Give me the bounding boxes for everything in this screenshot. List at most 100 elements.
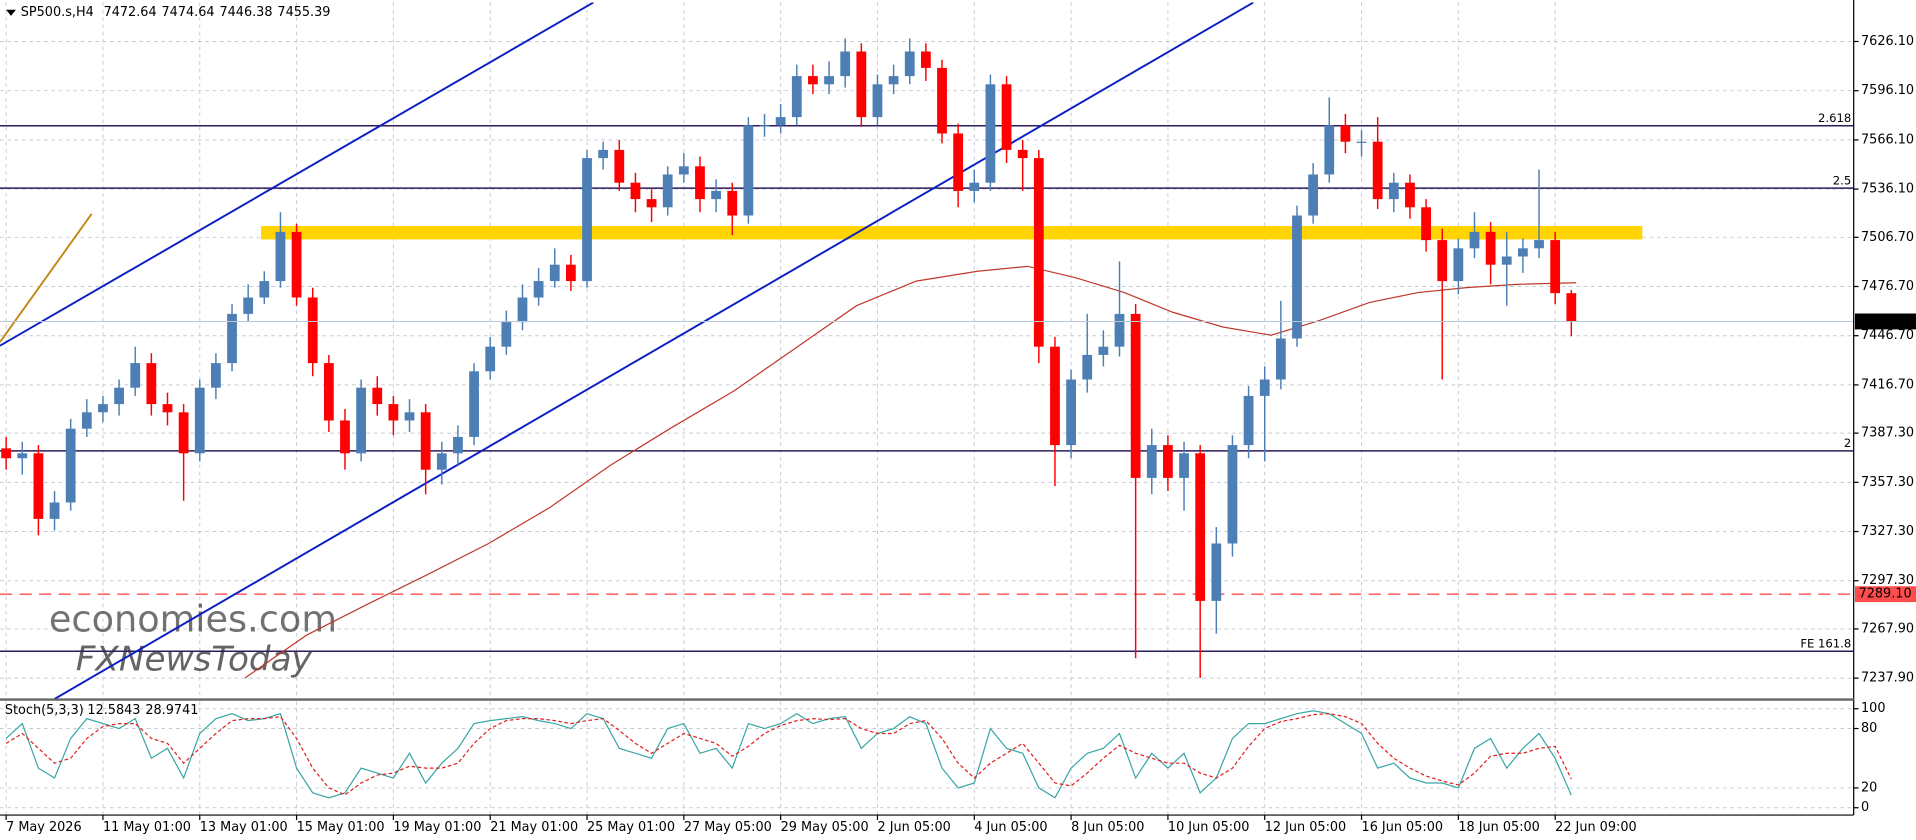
y-tick-label: 7476.70 [1861,279,1914,294]
header-high: 7474.64 [162,5,215,20]
candle-body [1292,215,1302,339]
candle-body [65,428,76,503]
candle-body [1146,445,1157,478]
candle-body [194,387,205,454]
candle-body [678,166,689,175]
candle-body [1550,240,1561,294]
y-tick-label: 0 [1861,800,1869,815]
menu-arrow [6,9,16,16]
stoch-title: Stoch(5,3,3) [5,702,84,717]
candle-body [501,322,512,347]
y-tick-label: 7267.90 [1861,621,1914,636]
candle-body [775,117,786,126]
candle-body [114,387,124,405]
candle-body [98,404,108,413]
stoch-line [5,710,1572,799]
candle-body [824,76,834,85]
y-tick-label: 7297.30 [1861,573,1914,588]
candle-body [953,133,964,191]
candle-body [840,51,851,77]
y-tick-label: 7536.10 [1861,182,1914,197]
y-tick-label: 7506.70 [1861,230,1914,245]
candle-body [1324,125,1335,175]
candle-body [404,412,415,421]
candle-body [888,76,899,85]
candle-body [243,297,254,314]
stop-level-box [1854,586,1916,603]
y-tick-label: 7357.30 [1861,475,1914,490]
candle-body [17,453,28,459]
candle-body [1001,84,1012,150]
header-low: 7446.38 [219,5,272,20]
candle-body [985,84,996,183]
candle-body [49,502,60,519]
candle-body [872,84,883,118]
candle-body [565,264,576,282]
candle-body [582,158,592,282]
candle-body [533,281,544,298]
candle-body [1259,379,1270,396]
x-tick-label: 25 May 01:00 [587,820,675,835]
x-tick-label: 16 Jun 05:00 [1362,820,1444,835]
moving-average [244,265,1577,679]
candle-body [227,313,237,364]
candle-body [259,281,270,298]
trendline [54,2,1254,699]
trendline [0,213,93,343]
candle-body [1437,240,1448,282]
candle-body [743,125,754,216]
candle-body [388,404,399,421]
y-tick-label: 80 [1861,721,1877,736]
y-tick-label: 7387.30 [1861,426,1914,441]
x-tick-label: 22 Jun 09:00 [1555,820,1637,835]
candle-body [356,387,367,454]
candle-body [275,231,286,282]
candle-body [1211,543,1222,601]
candle-body [1453,248,1464,282]
fib-level-label: 2.618 [1818,111,1851,125]
candle-body [469,371,479,437]
candle-body [808,76,818,85]
candle-body [1082,354,1093,380]
fib-level-label: 2.5 [1833,173,1851,187]
y-tick-label: 7446.70 [1861,328,1914,343]
y-tick-label: 7237.90 [1861,671,1914,686]
watermark: FXNewsToday [76,640,313,680]
candle-body [662,174,673,208]
candle-body [1098,346,1109,355]
candle-body [1033,158,1044,347]
x-tick-label: 27 May 05:00 [684,820,772,835]
candle-body [307,297,318,364]
y-tick-label: 7416.70 [1861,377,1914,392]
y-tick-label: 100 [1861,701,1886,716]
candle-body [420,412,431,470]
x-tick-label: 21 May 01:00 [490,820,578,835]
x-tick-label: 13 May 01:00 [200,820,288,835]
candle-body [211,363,221,388]
candle-body [1534,240,1544,249]
candle-body [1421,207,1431,241]
trendline [0,2,594,347]
candle-body [598,149,609,159]
candle-body [81,412,92,429]
candle-body [646,199,657,208]
candle-body [340,420,350,454]
y-tick-label: 7566.10 [1861,132,1914,147]
candle-body [372,387,383,405]
candle-body [630,182,641,200]
candle-body [1340,125,1351,142]
candle-body [759,125,770,127]
symbol: SP500.s,H4 [21,5,94,20]
y-tick-label: 7596.10 [1861,83,1914,98]
candle-body [1066,379,1076,446]
x-tick-label: 11 May 01:00 [103,820,191,835]
stoch-main-value: 12.5843 [87,702,140,717]
stoch-line [5,713,1572,796]
candle-body [1308,174,1319,216]
candle-body [1179,453,1189,478]
candle-body [1227,445,1238,544]
candle-body [1469,231,1480,249]
y-tick-label: 7327.30 [1861,524,1914,539]
candle-body [614,149,625,183]
